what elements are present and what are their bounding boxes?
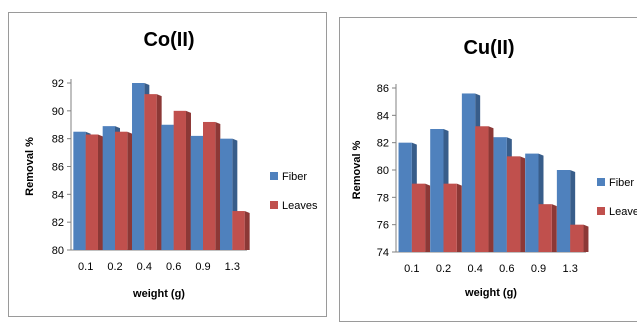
leaves-bar [173, 110, 186, 250]
y-tick-label: 86 [377, 83, 389, 95]
y-tick-label: 86 [52, 162, 64, 174]
x-tick-label: 0.9 [531, 263, 546, 275]
leaves-bar [570, 224, 584, 252]
leaves-bar [475, 126, 489, 252]
leaves-bar [85, 134, 98, 250]
fiber-bar [190, 135, 203, 250]
x-tick-label: 0.1 [78, 261, 93, 273]
x-tick-label: 0.4 [468, 263, 483, 275]
fiber-bar [461, 93, 476, 252]
legend-swatch [270, 172, 278, 180]
fiber-bar [73, 131, 86, 250]
fiber-bar [102, 126, 115, 250]
chart-title: Cu(II) [463, 37, 514, 59]
leaves-bar [538, 204, 552, 252]
legend-label: Leaves [282, 200, 318, 212]
chart-panel-cu: Cu(II) 74 76 78 80 82 84 86 0.1 0.2 0.4 0.6 0.9 1.3 we… [339, 17, 637, 322]
y-axis-label: Removal % [24, 137, 36, 196]
y-tick-label: 84 [52, 189, 64, 201]
chart-cu: Cu(II) 74 76 78 80 82 84 86 0.1 0.2 0.4 0.6 0.9 1.3 we… [351, 37, 637, 299]
fiber-bar [220, 138, 233, 250]
leaves-bar [144, 94, 157, 250]
chart-title: Co(II) [143, 29, 194, 51]
y-tick-label: 84 [377, 110, 389, 122]
leaves-bar [203, 121, 216, 250]
fiber-bar [161, 124, 174, 250]
y-tick-label: 74 [377, 247, 389, 259]
y-tick-label: 88 [52, 134, 64, 146]
leaves-bar-side [97, 134, 103, 250]
legend-label: Leaves [609, 206, 637, 218]
x-tick-label: 0.9 [195, 261, 210, 273]
y-tick-label: 80 [52, 245, 64, 257]
legend-label: Fiber [282, 171, 307, 183]
leaves-bar-side [156, 94, 162, 250]
x-tick-label: 0.1 [404, 263, 419, 275]
x-tick-label: 0.2 [436, 263, 451, 275]
fiber-bar [556, 170, 571, 252]
y-axis-label: Removal % [351, 140, 363, 199]
leaves-bar-side [425, 183, 431, 252]
chart-panel-co: Co(II) 80 82 84 86 88 90 92 0.1 0.2 0.4 0.6 0.9 1.3 we… [8, 12, 327, 317]
y-tick-label: 90 [52, 106, 64, 118]
y-tick-label: 76 [377, 220, 389, 232]
legend-swatch [597, 178, 605, 186]
x-tick-label: 0.6 [499, 263, 514, 275]
x-axis-label: weight (g) [464, 287, 517, 299]
y-tick-label: 78 [377, 192, 389, 204]
leaves-bar-side [488, 126, 494, 252]
x-tick-label: 1.3 [225, 261, 240, 273]
y-tick-label: 80 [377, 165, 389, 177]
leaves-bar-side [551, 204, 557, 252]
fiber-bar [132, 83, 145, 250]
x-tick-label: 0.6 [166, 261, 181, 273]
x-tick-label: 0.2 [107, 261, 122, 273]
x-tick-label: 0.4 [137, 261, 152, 273]
y-tick-label: 82 [52, 217, 64, 229]
leaves-bar-side [215, 121, 221, 250]
leaves-bar [115, 131, 128, 250]
x-tick-label: 1.3 [563, 263, 578, 275]
leaves-bar [232, 211, 245, 250]
fiber-bar [493, 137, 507, 252]
leaves-bar-side [127, 131, 133, 250]
fiber-bar [430, 129, 444, 252]
leaves-bar-side [244, 211, 250, 250]
leaves-bar-side [520, 156, 526, 252]
leaves-bar [411, 183, 426, 252]
legend-label: Fiber [609, 177, 634, 189]
legend-swatch [270, 201, 278, 209]
y-tick-label: 82 [377, 138, 389, 150]
fiber-bar [398, 142, 412, 252]
leaves-bar-side [583, 224, 589, 252]
leaves-bar-side [185, 110, 191, 250]
x-axis-label: weight (g) [132, 288, 185, 300]
y-tick-label: 92 [52, 78, 64, 90]
chart-co: Co(II) 80 82 84 86 88 90 92 0.1 0.2 0.4 0.6 0.9 1.3 we… [24, 29, 318, 300]
fiber-bar [525, 153, 539, 252]
leaves-bar [443, 183, 457, 252]
legend-swatch [597, 207, 605, 215]
leaves-bar [506, 156, 521, 252]
leaves-bar-side [456, 183, 462, 252]
